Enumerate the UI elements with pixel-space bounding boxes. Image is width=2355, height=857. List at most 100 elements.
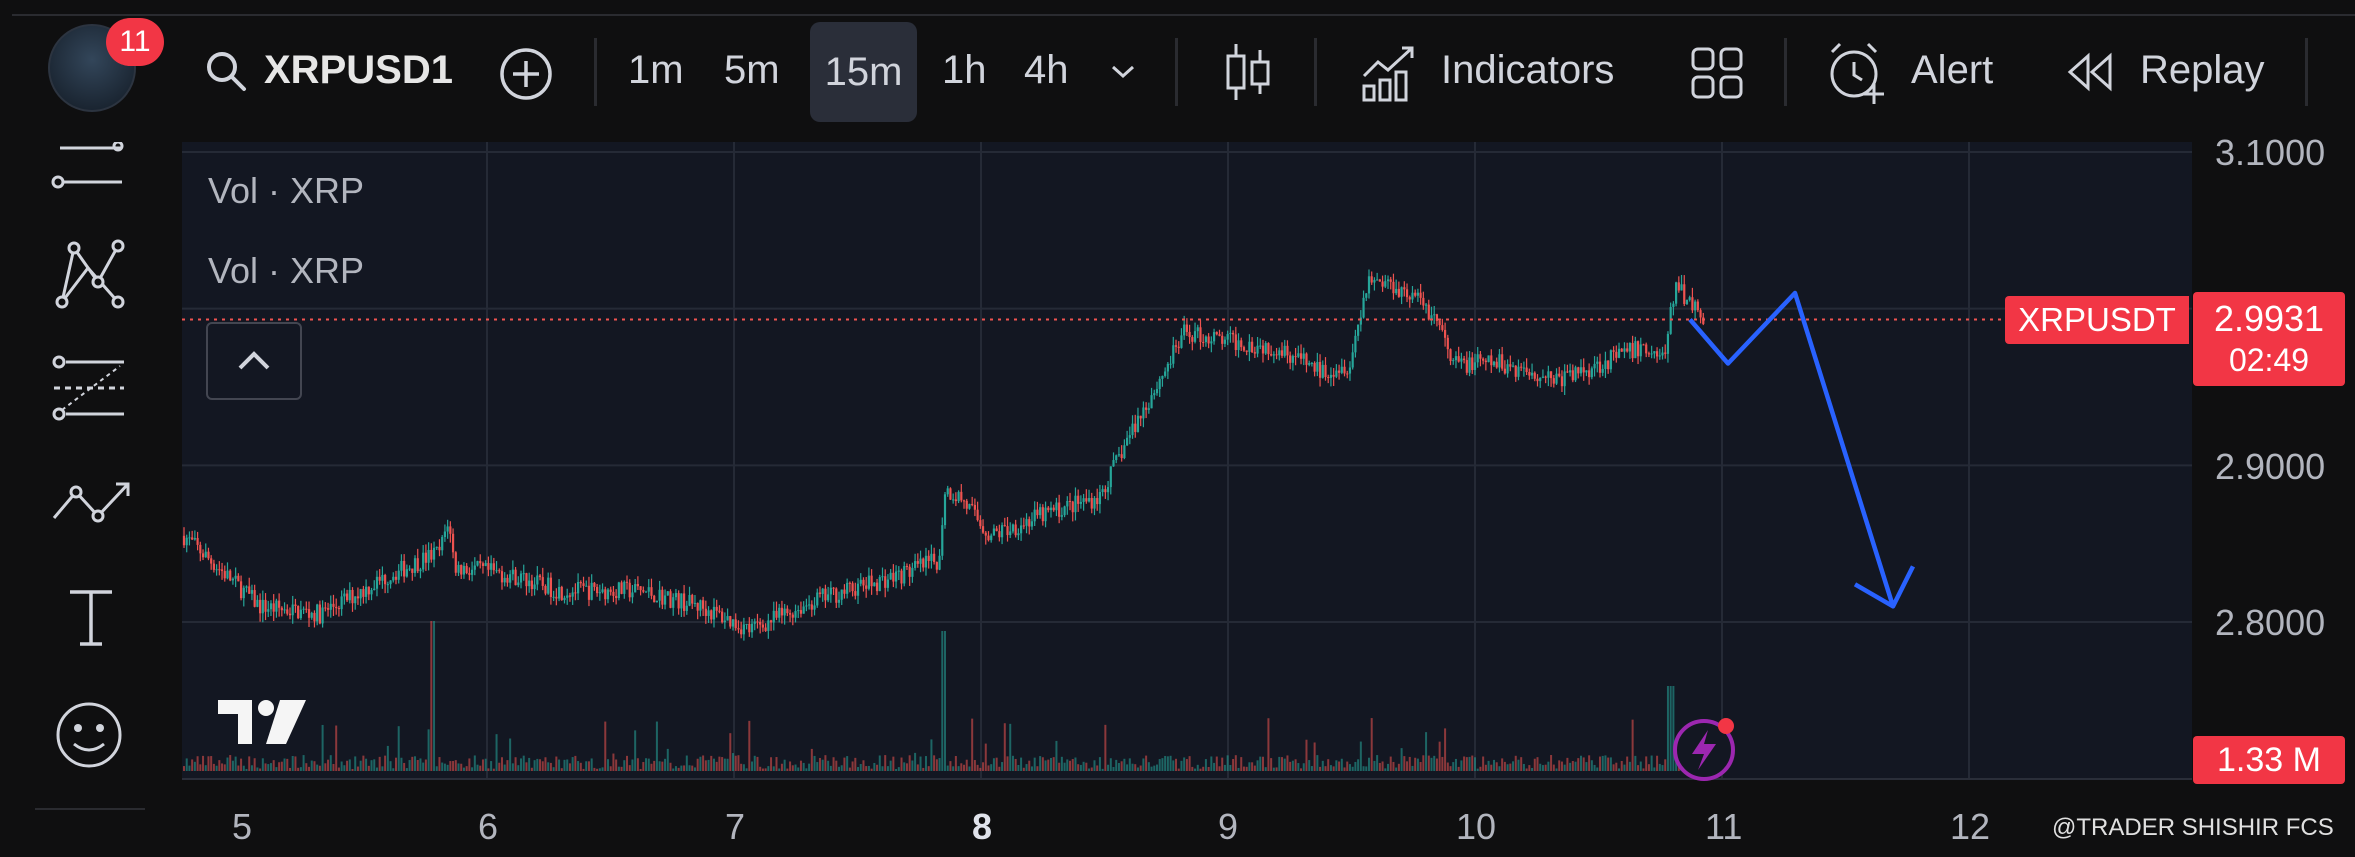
candle-body [1579,367,1583,374]
volume-bar [1098,757,1101,771]
candle-body [1498,354,1501,368]
candle-body [818,592,822,594]
emoji-tool-icon[interactable] [54,700,124,770]
volume-bar [1071,759,1074,771]
volume-bar [862,760,865,771]
chevron-down-icon[interactable] [1110,64,1136,80]
candle-body [824,588,827,601]
candle-body [924,555,928,568]
candle-body [1000,525,1004,538]
volume-bar [1240,757,1243,771]
volume-bar [585,761,588,771]
candle-body [1022,525,1025,527]
candle-body [740,629,743,635]
volume-bar [772,766,775,771]
candle-body [538,575,542,578]
volume-bar [264,763,267,771]
candle-body [1033,509,1036,522]
timeframe-1m[interactable]: 1m [628,48,684,92]
time-axis[interactable] [182,779,2355,857]
candle-body [981,526,985,533]
timeframe-5m[interactable]: 5m [724,48,780,92]
candle-body [829,587,832,595]
volume-bar [1506,764,1509,771]
candle-body [691,594,694,604]
volume-bar [1126,764,1129,771]
candle-body [231,578,235,581]
volume-bar [601,767,604,771]
volume-bar [634,730,637,771]
volume-bar [794,764,797,771]
candle-body [280,607,283,611]
candle-body [555,596,558,599]
alert-button[interactable]: Alert [1911,48,1994,92]
tradingview-logo[interactable] [214,696,310,748]
volume-bar [381,766,384,771]
candle-body [1476,354,1479,363]
replay-button[interactable]: Replay [2140,48,2265,92]
timeframe-1h[interactable]: 1h [942,48,987,92]
volume-bar [674,766,677,771]
volume-bar [269,763,272,771]
price-axis[interactable] [2192,135,2355,790]
candles-icon[interactable] [1222,40,1272,104]
projection-arrowhead [1853,565,1916,609]
lines-tool-icon[interactable] [50,142,126,194]
volume-bar [1569,762,1572,771]
volume-bar [414,756,417,771]
volume-bar [427,729,430,771]
volume-bar [343,765,346,771]
volume-bar [552,767,555,771]
alarm-clock-icon[interactable] [1824,40,1888,106]
candle-body [832,587,835,589]
candle-body [449,526,452,534]
candle-body [261,599,264,614]
pattern-tool-icon[interactable] [52,238,130,310]
fib-tool-icon[interactable] [50,352,128,424]
candle-body [1457,356,1460,362]
volume-bar [1400,748,1403,771]
volume-bar [1454,758,1457,771]
volume-bar [1495,762,1498,771]
volume-bar [579,762,582,771]
volume-bar [1555,768,1558,771]
collapse-legend-button[interactable] [206,322,302,400]
text-tool-icon[interactable] [66,586,116,648]
layout-grid-icon[interactable] [1690,46,1744,100]
lightning-icon[interactable] [1670,714,1740,784]
timeframe-15m[interactable]: 15m [810,22,917,122]
chart-pane[interactable] [182,142,2192,779]
candle-body [1370,276,1373,283]
candle-body [364,586,368,597]
time-tick-7: 7 [725,806,746,847]
timeframe-4h[interactable]: 4h [1024,48,1069,92]
indicators-icon[interactable] [1360,42,1418,102]
candle-body [1539,377,1542,382]
volume-bar [767,766,770,771]
volume-bar [745,768,748,771]
candle-body [1506,364,1509,374]
replay-icon[interactable] [2066,52,2116,92]
volume-bar [726,758,729,771]
search-icon[interactable] [204,49,248,93]
forecast-tool-icon[interactable] [50,478,132,526]
volume-bar [302,755,305,771]
candle-body [911,567,914,577]
volume-bar [375,767,378,771]
add-symbol-icon[interactable] [498,46,554,102]
volume-bar [571,757,574,771]
candle-body [1259,345,1262,347]
candle-body [484,563,487,566]
symbol-search[interactable]: XRPUSD1 [264,48,453,92]
volume-bar [672,768,675,771]
candle-body [889,572,892,580]
volume-bar [1381,761,1384,771]
candle-body [1441,325,1444,330]
volume-bar [650,763,653,771]
candle-body [615,595,618,599]
candle-body [1650,353,1653,355]
candle-body [767,620,770,631]
indicators-button[interactable]: Indicators [1441,48,1615,92]
volume-bar [876,764,879,771]
candle-body [846,582,849,594]
